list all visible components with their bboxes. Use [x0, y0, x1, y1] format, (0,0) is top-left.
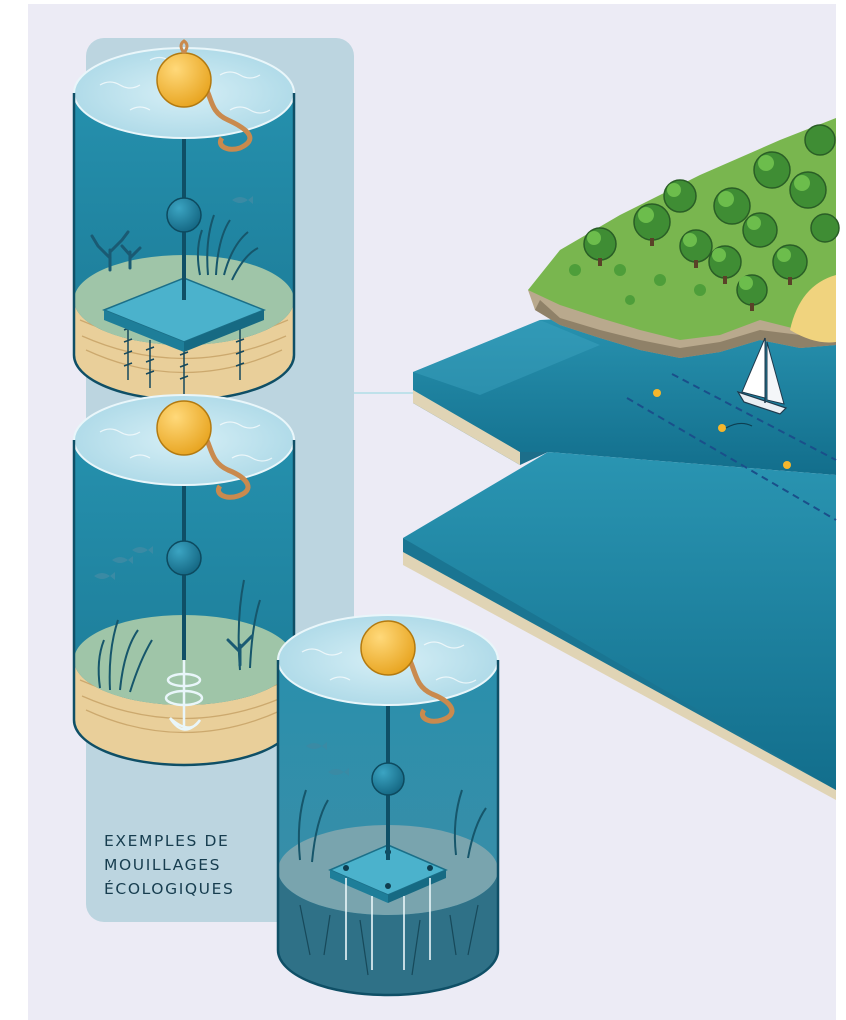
mooring-cylinder-2	[72, 394, 296, 767]
float-icon	[371, 762, 405, 796]
seagrass-icon	[297, 789, 487, 863]
fish-icon	[306, 742, 349, 776]
caption-line-3: ÉCOLOGIQUES	[104, 880, 235, 898]
fish-icon	[232, 196, 253, 204]
fish-icon	[94, 546, 153, 580]
rope-icon	[194, 75, 253, 152]
float-icon	[166, 540, 202, 576]
forest	[569, 124, 840, 311]
small-buoy-icon	[783, 461, 791, 469]
buoy-icon	[156, 52, 212, 108]
small-buoy-icon	[653, 389, 661, 397]
island	[528, 118, 840, 358]
bolted-plate-icon	[328, 844, 448, 903]
rope-icon	[194, 423, 251, 500]
mooring-cylinder-1	[72, 39, 296, 402]
coral-icon	[226, 634, 254, 667]
buoy-icon	[360, 620, 416, 676]
rope-icon	[398, 646, 455, 724]
small-buoy-icon	[718, 424, 726, 432]
sailboat-icon	[736, 337, 788, 415]
mooring-cylinder-3	[276, 614, 500, 997]
anchor-plate-icon	[101, 277, 267, 352]
coral-icon	[90, 230, 142, 272]
caption-line-1: EXEMPLES DE	[104, 832, 230, 850]
float-icon	[166, 197, 202, 233]
caption-line-2: MOUILLAGES	[104, 856, 222, 874]
rock-anchor-icon	[345, 878, 431, 970]
seagrass-icon	[196, 214, 259, 281]
buoy-icon	[156, 400, 212, 456]
